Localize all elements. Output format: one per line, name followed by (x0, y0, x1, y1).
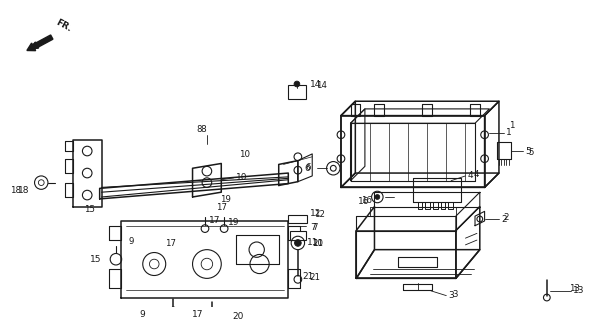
Text: 13: 13 (569, 284, 580, 293)
Text: 7: 7 (312, 223, 318, 232)
Text: 18: 18 (18, 186, 30, 195)
Text: 2: 2 (501, 214, 507, 223)
Text: 16: 16 (360, 196, 371, 205)
Text: 10: 10 (236, 173, 247, 182)
Text: 5: 5 (525, 147, 530, 156)
Text: 18: 18 (10, 186, 21, 195)
Text: 12: 12 (310, 209, 322, 218)
Text: 4: 4 (473, 170, 478, 179)
Text: 6: 6 (304, 164, 310, 173)
Text: 15: 15 (84, 205, 95, 214)
Text: 14: 14 (316, 81, 327, 91)
Text: FR.: FR. (54, 18, 73, 33)
Text: 11: 11 (307, 238, 319, 247)
Text: 17: 17 (192, 310, 203, 319)
Text: 1: 1 (510, 121, 515, 130)
Bar (288, 85, 306, 99)
Text: 16: 16 (358, 197, 370, 206)
Text: 10: 10 (240, 150, 251, 159)
Text: 1: 1 (506, 128, 511, 137)
Text: 3: 3 (452, 290, 458, 299)
Text: 8: 8 (197, 125, 202, 134)
Text: 20: 20 (312, 239, 323, 248)
Text: 14: 14 (310, 80, 322, 90)
Text: 3: 3 (448, 291, 454, 300)
Circle shape (375, 195, 380, 199)
Text: 4: 4 (467, 172, 473, 180)
Text: 19: 19 (228, 218, 240, 227)
Text: 6: 6 (306, 163, 311, 172)
Bar (288, 215, 307, 223)
Text: 9: 9 (140, 310, 145, 319)
Text: 5: 5 (529, 148, 534, 157)
Circle shape (295, 240, 301, 246)
FancyArrow shape (27, 35, 53, 51)
Text: 15: 15 (90, 255, 101, 264)
Circle shape (294, 81, 300, 87)
Text: 19: 19 (221, 196, 231, 204)
Text: 21: 21 (309, 273, 320, 282)
Text: 11: 11 (312, 239, 323, 248)
Text: 17: 17 (216, 203, 227, 212)
Text: 12: 12 (314, 210, 325, 219)
Text: 21: 21 (302, 272, 314, 281)
Bar (290, 230, 306, 240)
Text: 2: 2 (503, 212, 509, 221)
Text: 17: 17 (165, 239, 176, 248)
Text: 20: 20 (233, 312, 244, 320)
Text: 17: 17 (209, 216, 221, 225)
Text: 13: 13 (573, 286, 584, 295)
Text: 9: 9 (129, 237, 134, 246)
Text: 8: 8 (200, 125, 206, 134)
Text: 7: 7 (310, 223, 316, 232)
